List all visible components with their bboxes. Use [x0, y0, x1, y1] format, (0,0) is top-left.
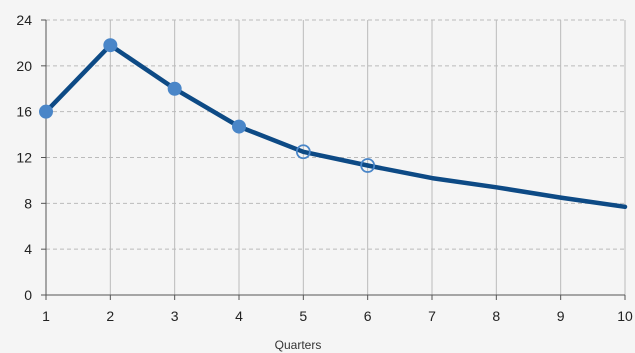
x-tick-label-3: 3	[171, 308, 179, 324]
x-tick-label-10: 10	[617, 308, 633, 324]
x-axis-title: Quarters	[275, 338, 322, 352]
x-tick-label-8: 8	[492, 308, 500, 324]
x-tick-label-2: 2	[106, 308, 114, 324]
series-line-0	[43, 42, 628, 210]
y-tick-label-8: 8	[24, 195, 32, 211]
y-tick-label-20: 20	[16, 58, 32, 74]
x-tick-label-4: 4	[235, 308, 243, 324]
y-tick-label-4: 4	[24, 241, 32, 257]
data-point-1	[39, 104, 53, 119]
data-point-4	[232, 119, 246, 134]
y-tick-label-0: 0	[24, 287, 32, 303]
x-tick-label-6: 6	[364, 308, 372, 324]
y-tick-label-12: 12	[16, 150, 32, 166]
y-tick-label-16: 16	[16, 104, 32, 120]
data-point-3	[167, 81, 182, 96]
data-point-2	[103, 38, 118, 53]
marker-layer	[39, 38, 376, 173]
data-point-5	[295, 144, 311, 160]
x-tick-label-9: 9	[557, 308, 565, 324]
x-tick-label-1: 1	[42, 308, 50, 324]
y-tick-label-24: 24	[16, 12, 32, 28]
x-tick-label-7: 7	[428, 308, 436, 324]
series-layer	[43, 42, 628, 210]
x-tick-label-5: 5	[299, 308, 307, 324]
data-point-6	[360, 158, 376, 173]
axes	[41, 19, 626, 300]
